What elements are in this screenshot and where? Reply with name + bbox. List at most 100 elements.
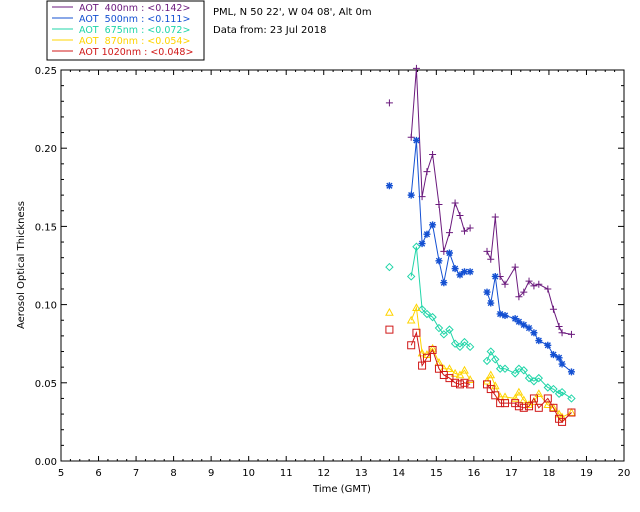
data-point [418,361,427,370]
data-point [445,229,453,237]
data-point [544,341,552,349]
data-point [450,368,460,377]
x-axis-title: Time (GMT) [312,484,371,495]
data-point [466,380,475,389]
data-point [514,387,524,396]
data-point [554,409,564,418]
x-tick-label-14: 14 [392,468,405,479]
data-point [417,305,427,314]
legend-label-1: AOT 400nm : <0.142> [79,3,190,14]
legend: AOT 400nm : <0.142>AOT 500nm : <0.111>AO… [46,0,205,61]
x-tick-label-6: 6 [95,468,101,479]
y-tick-label-0.15: 0.15 [35,222,57,233]
data-point [534,403,543,412]
data-point [486,385,495,394]
x-tick-label-13: 13 [355,468,368,479]
data-point [515,318,523,326]
data-point [445,249,453,257]
data-point [435,201,443,209]
y-tick-label-0.25: 0.25 [35,66,57,77]
x-tick-label-18: 18 [543,468,556,479]
legend-label-5: AOT 1020nm : <0.048> [79,47,193,58]
data-point [519,403,528,412]
data-point [455,380,464,389]
data-point [511,315,519,323]
data-point [445,364,454,373]
data-point [456,271,464,279]
data-point [558,417,567,426]
data-point [567,368,575,376]
data-point [567,394,576,403]
data-point [451,199,459,207]
data-point [534,389,544,398]
data-point [483,247,491,255]
data-point [491,355,500,364]
data-point [491,391,500,400]
x-tick-label-5: 5 [58,468,64,479]
data-point [465,342,475,352]
date-text: Data from: 23 Jul 2018 [213,25,326,36]
data-point [482,356,492,366]
data-point [549,403,558,412]
x-tick-label-11: 11 [280,468,293,479]
data-point [525,402,534,411]
series-line-3 [410,246,572,399]
data-point [406,315,416,324]
data-point [423,168,431,176]
data-point [510,369,520,378]
x-tick-label-12: 12 [317,468,330,479]
data-point [385,262,394,272]
data-point [450,339,460,348]
data-point [530,282,538,290]
x-tick-label-7: 7 [133,468,139,479]
data-point [534,373,544,383]
data-point [543,394,552,403]
x-tick-label-20: 20 [618,468,631,479]
x-tick-label-16: 16 [467,468,480,479]
data-point [440,247,448,255]
data-point [440,279,448,287]
data-point [428,345,437,354]
x-tick-label-15: 15 [430,468,443,479]
legend-label-3: AOT 675nm : <0.072> [79,25,190,36]
data-point [423,230,431,238]
data-point [429,221,437,229]
data-point [429,150,437,158]
data-point [525,324,533,332]
data-point [549,384,558,394]
data-point [511,263,519,271]
location-text: PML, N 50 22', W 04 08', Alt 0m [213,7,372,18]
data-point [491,213,499,221]
data-point [466,224,474,232]
data-point [407,191,415,199]
data-point [549,351,557,359]
data-point [535,337,543,345]
y-axis-title: Aerosol Optical Thickness [16,201,27,329]
series-2 [385,136,575,376]
data-point [483,288,491,296]
data-point [501,312,509,320]
data-point [515,293,523,301]
data-point [496,310,504,318]
data-point [412,328,421,337]
data-point [455,370,465,379]
data-point [412,242,421,251]
data-point [501,399,510,408]
data-point [535,280,543,288]
legend-box [46,0,205,61]
data-point [530,329,538,337]
data-point [529,394,538,403]
data-point [439,330,449,339]
data-point [510,393,520,402]
x-tick-label-8: 8 [170,468,176,479]
data-point [456,211,464,219]
data-point [412,136,420,144]
data-point [435,257,443,265]
data-point [514,364,524,373]
y-tick-label-0.20: 0.20 [35,144,57,155]
data-point [466,268,474,276]
data-point [460,337,469,347]
data-point [558,329,566,337]
data-point [460,365,469,374]
data-point [412,303,421,312]
